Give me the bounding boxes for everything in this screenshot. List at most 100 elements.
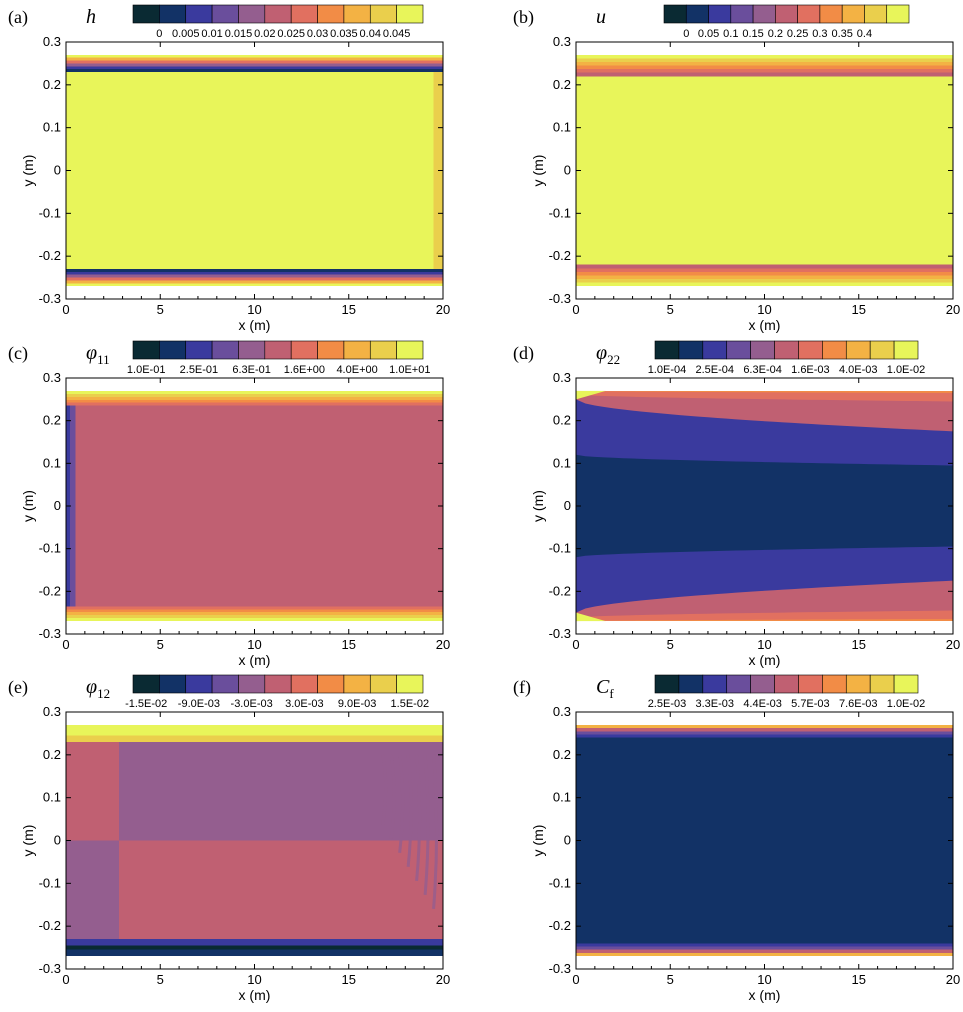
contour-band (576, 61, 953, 66)
contour-band (66, 60, 443, 64)
contour-band (576, 282, 953, 287)
variable-label: φ12 (86, 676, 110, 701)
colorbar-swatch (185, 4, 213, 24)
contour-band (66, 280, 443, 284)
colorbar-swatch (678, 674, 704, 694)
colorbar-label: 6.3E-04 (743, 364, 782, 376)
colorbar-label: 1.6E-03 (791, 364, 830, 376)
contour-field (66, 378, 443, 634)
colorbar-label: 0.04 (360, 28, 381, 40)
contour-band (66, 606, 443, 610)
colorbar-swatch (317, 340, 345, 360)
colorbar-label: 9.0E-03 (338, 698, 377, 710)
colorbar-swatch (317, 4, 345, 24)
colorbar-label: 0.015 (225, 28, 253, 40)
y-tick-label: 0.3 (553, 704, 571, 719)
y-tick-label: -0.2 (39, 248, 61, 263)
colorbar-swatch (708, 4, 732, 24)
y-tick-label: -0.2 (39, 583, 61, 598)
contour-wave (406, 754, 413, 867)
colorbar-swatch (819, 4, 843, 24)
colorbar-swatch (317, 674, 345, 694)
x-tick-label: 5 (667, 302, 674, 317)
colorbar-swatch (654, 340, 680, 360)
contour-band (576, 952, 953, 957)
colorbar-swatch (775, 4, 798, 24)
contour-region (66, 840, 443, 942)
x-tick-label: 10 (757, 637, 771, 652)
x-tick-label: 10 (247, 302, 261, 317)
y-tick-label: 0.2 (43, 413, 61, 428)
y-tick-label: 0.1 (43, 455, 61, 470)
colorbar-label: 1.0E-02 (887, 698, 926, 710)
colorbar-swatch (343, 674, 371, 694)
y-axis-label: y (m) (530, 155, 546, 187)
contour-band (66, 269, 443, 272)
contour-band (576, 271, 953, 276)
colorbar-swatch (132, 340, 160, 360)
contour-band (66, 396, 443, 400)
colorbar-swatch (869, 340, 895, 360)
colorbar-swatch (264, 340, 292, 360)
panel-letter: (d) (513, 343, 534, 364)
contour-band (66, 939, 443, 946)
colorbar-swatch (159, 674, 187, 694)
y-tick-label: 0.2 (553, 77, 571, 92)
variable-label: φ22 (596, 342, 620, 367)
y-tick-label: -0.1 (39, 205, 61, 220)
y-tick-label: 0.3 (43, 34, 61, 49)
contour-region (66, 739, 119, 841)
colorbar: 0 0.005 0.01 0.015 0.02 0.025 0.03 0.035 0.04 0.0… (132, 4, 424, 40)
panel-letter: (e) (8, 677, 28, 698)
contour-region (66, 840, 119, 942)
colorbar-swatch (798, 340, 823, 360)
colorbar-swatch (238, 674, 266, 694)
contour-region (576, 612, 607, 622)
contour-band (576, 72, 953, 77)
contour-band (66, 618, 443, 622)
x-tick-label: 5 (157, 637, 164, 652)
colorbar-swatch (774, 674, 799, 694)
panel-a: 0 5 10 15 20 0.3 0.2 0.1 0 -0.1 -0.2 -0.3 x (m) y (m)… (8, 4, 450, 333)
colorbar-swatch (211, 4, 239, 24)
y-tick-label: 0.2 (553, 747, 571, 762)
colorbar-swatch (132, 674, 160, 694)
colorbar-label: -3.0E-03 (231, 698, 273, 710)
y-axis-label: y (m) (20, 490, 36, 522)
colorbar-label: 0.4 (857, 28, 872, 40)
x-axis-label: x (m) (239, 987, 271, 1003)
y-tick-label: -0.1 (39, 541, 61, 556)
x-tick-label: 20 (436, 972, 450, 987)
y-tick-label: 0 (54, 498, 61, 513)
contour-wave (423, 754, 430, 895)
colorbar-swatch (750, 674, 775, 694)
contour-band (66, 735, 443, 742)
contour-wave (415, 754, 422, 881)
colorbar-swatch (211, 340, 239, 360)
colorbar-swatch (750, 340, 775, 360)
colorbar-swatch (654, 674, 680, 694)
contour-field (66, 712, 443, 969)
colorbar-swatch (893, 340, 919, 360)
colorbar-label: 0.03 (307, 28, 328, 40)
colorbar-label: 5.7E-03 (791, 698, 830, 710)
y-tick-label: 0.1 (553, 455, 571, 470)
variable-label: Cf (596, 676, 614, 701)
colorbar-swatch (726, 674, 751, 694)
x-axis-label: x (m) (749, 317, 781, 333)
panel-letter: (b) (513, 7, 534, 28)
x-axis-label: x (m) (749, 652, 781, 668)
colorbar-swatch (893, 674, 919, 694)
colorbar-label: -1.5E-02 (125, 698, 167, 710)
contour-band (66, 945, 443, 950)
contour-band (66, 609, 443, 613)
y-tick-label: 0 (564, 163, 571, 178)
panel-b: 0 5 10 15 20 0.3 0.2 0.1 0 -0.1 -0.2 -0.3 x (m) y (m)… (513, 4, 960, 333)
colorbar-label: 4.0E+00 (336, 364, 377, 376)
x-tick-label: 0 (572, 637, 579, 652)
colorbar-swatch (663, 4, 687, 24)
colorbar-swatch (886, 4, 910, 24)
contour-region (66, 71, 434, 270)
colorbar-swatch (185, 674, 213, 694)
colorbar-label: -9.0E-03 (178, 698, 220, 710)
